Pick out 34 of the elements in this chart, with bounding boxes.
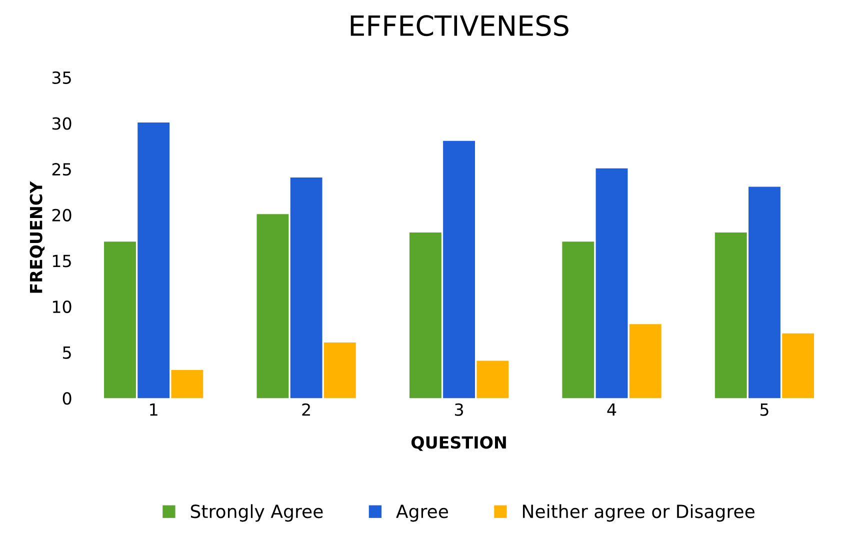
bar bbox=[104, 242, 136, 398]
x-axis-title: QUESTION bbox=[411, 436, 506, 451]
y-tick-label: 10 bbox=[52, 300, 72, 314]
y-tick-label: 25 bbox=[52, 163, 71, 176]
y-tick-label: 5 bbox=[63, 346, 71, 359]
y-tick-label: 0 bbox=[62, 392, 72, 405]
x-tick-label: 2 bbox=[302, 403, 310, 416]
bar bbox=[748, 186, 780, 398]
bar bbox=[714, 232, 747, 398]
bar bbox=[256, 214, 289, 398]
bar bbox=[171, 370, 204, 398]
chart-title: EFFECTIVENESS bbox=[350, 15, 568, 36]
y-tick-label: 35 bbox=[52, 71, 71, 84]
y-tick-label: 30 bbox=[52, 117, 72, 130]
legend-label: Agree bbox=[396, 504, 448, 522]
y-axis-title: FREQUENCY bbox=[30, 181, 45, 293]
legend-label: Neither agree or Disagree bbox=[522, 504, 754, 522]
x-tick-label: 1 bbox=[150, 404, 158, 416]
bar bbox=[138, 122, 170, 398]
y-tick-label: 20 bbox=[52, 208, 72, 222]
bar bbox=[629, 324, 662, 398]
x-tick-label: 3 bbox=[455, 403, 463, 416]
bar bbox=[562, 242, 594, 398]
bar bbox=[443, 140, 475, 398]
bar bbox=[324, 342, 356, 398]
bar bbox=[476, 360, 509, 398]
bar bbox=[409, 232, 442, 398]
bar bbox=[596, 168, 628, 398]
legend-label: Strongly Agree bbox=[190, 504, 323, 522]
bar bbox=[290, 178, 322, 398]
bar bbox=[782, 333, 814, 398]
x-tick-label: 4 bbox=[607, 404, 616, 416]
x-tick-label: 5 bbox=[760, 404, 768, 416]
y-tick-label: 15 bbox=[52, 254, 71, 268]
